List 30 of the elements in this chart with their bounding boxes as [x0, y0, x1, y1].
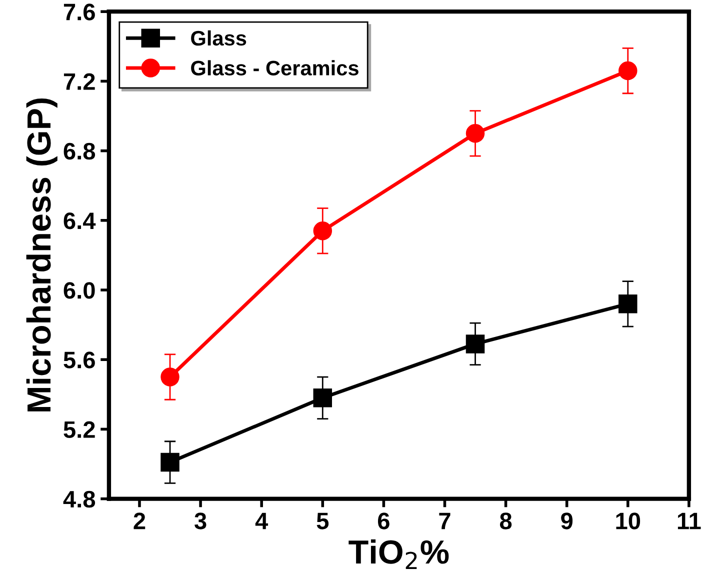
y-tick-label: 7.6 [64, 4, 95, 20]
legend-label: Glass - Ceramics [191, 60, 358, 76]
x-tick-label: 10 [616, 512, 640, 530]
x-tick-label: 6 [378, 512, 390, 530]
x-tick-label: 7 [439, 512, 450, 530]
point [618, 294, 638, 314]
point [160, 368, 180, 386]
point [313, 388, 332, 408]
x-tick-label: 3 [194, 512, 206, 530]
y-tick-label: 4.8 [63, 490, 96, 508]
y-tick-label: 6.4 [64, 212, 96, 230]
y-axis-title: Microhardness (GP) [26, 98, 58, 412]
y-tick-label: 6.8 [64, 142, 96, 160]
point [466, 124, 485, 143]
x-tick-label: 4 [255, 512, 268, 530]
point [160, 452, 180, 472]
x-tick-label: 5 [316, 512, 329, 530]
point [313, 221, 332, 240]
x-tick-label: 8 [500, 512, 512, 530]
y-tick-label: 5.2 [64, 421, 95, 438]
y-tick-label: 6.0 [64, 282, 95, 299]
point [618, 61, 638, 80]
y-tick-label: 7.2 [64, 73, 95, 90]
point [466, 334, 485, 354]
x-tick-label: 11 [678, 512, 701, 530]
x-axis-title: TiO$_{2}$% [348, 539, 449, 570]
y-tick-label: 5.6 [64, 352, 95, 368]
x-tick-label: 2 [134, 512, 146, 530]
x-tick-label: 9 [561, 512, 573, 530]
legend-label: Glass [191, 30, 246, 46]
